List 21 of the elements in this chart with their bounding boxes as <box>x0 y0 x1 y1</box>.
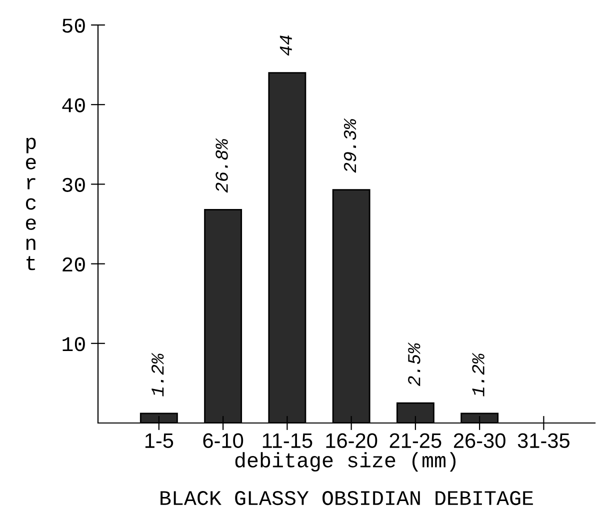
data-label: 1.2% <box>472 352 484 396</box>
x-tick-label: 1-5 <box>145 433 174 448</box>
data-label: 26.8% <box>216 138 228 193</box>
y-tick-label: 10 <box>62 337 85 352</box>
y-axis-title: percent <box>26 138 36 270</box>
x-tick-label: 31-35 <box>518 433 570 448</box>
y-tick-label: 20 <box>62 257 85 272</box>
x-tick-label: 26-30 <box>454 433 506 448</box>
x-tick-label: 6-10 <box>203 433 244 448</box>
x-axis-title: debitage size (mm) <box>235 452 456 472</box>
x-tick-label: 16-20 <box>326 433 378 448</box>
y-tick-label: 50 <box>62 18 85 33</box>
y-tick-label: 40 <box>62 98 85 112</box>
data-label: 1.2% <box>152 352 164 396</box>
x-tick-label: 21-25 <box>390 433 442 448</box>
data-label: 2.5% <box>408 342 420 386</box>
x-tick-label: 11-15 <box>262 433 312 448</box>
data-label: 29.3% <box>344 118 356 173</box>
y-tick-label: 30 <box>62 178 85 192</box>
data-label: 44 <box>280 35 292 56</box>
text: BLACK GLASSY OBSIDIAN DEBITAGE <box>160 490 533 506</box>
